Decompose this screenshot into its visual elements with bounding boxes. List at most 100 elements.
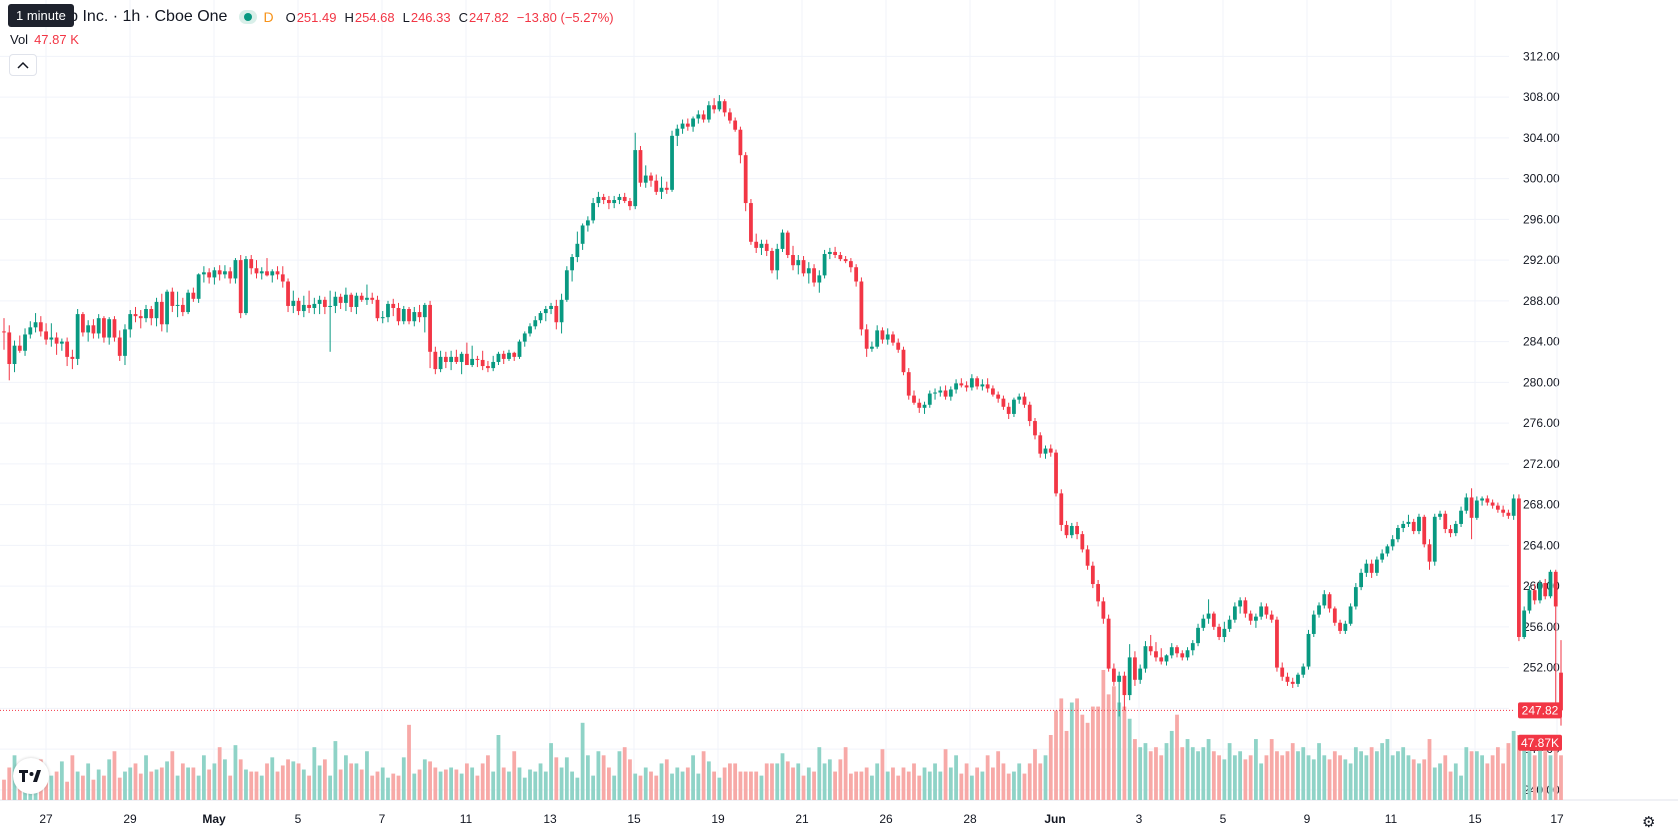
volume-bar (543, 771, 548, 800)
volume-bar (517, 767, 522, 800)
tradingview-logo[interactable] (13, 758, 49, 794)
candle-body (864, 329, 869, 349)
candle-body (691, 118, 695, 127)
volume-bar (875, 763, 880, 800)
volume-bar (1122, 706, 1127, 800)
volume-bar (1285, 751, 1290, 800)
volume-bar (1090, 706, 1095, 800)
candle-body (880, 330, 885, 340)
candle-body (7, 332, 12, 365)
volume-bar (1033, 749, 1037, 800)
x-tick-label: 11 (460, 812, 473, 826)
volume-bar (486, 755, 490, 800)
candle-body (591, 203, 596, 221)
collapse-legend-button[interactable] (9, 54, 37, 76)
candle-body (1432, 516, 1437, 562)
candle-body (1096, 584, 1101, 602)
volume-bar (1054, 710, 1058, 800)
volume-bar (91, 779, 96, 800)
candle-body (1127, 657, 1132, 696)
candle-body (1201, 618, 1206, 628)
candle-body (212, 270, 217, 278)
candle-body (44, 331, 48, 340)
volume-bar (827, 759, 832, 800)
settings-gear-icon[interactable]: ⚙ (1642, 814, 1656, 831)
volume-bar (1553, 743, 1558, 800)
candle-body (1033, 421, 1037, 436)
volume-bar (922, 767, 927, 800)
candle-body (1485, 498, 1490, 503)
volume-bar (580, 722, 585, 800)
x-tick-label: 17 (1550, 812, 1564, 826)
candle-body (1111, 668, 1116, 682)
candle-body (1322, 594, 1327, 606)
volume-bar (365, 751, 369, 800)
market-status-icon[interactable] (239, 10, 258, 24)
ohlc-open: O251.49 (285, 9, 337, 25)
candle-body (843, 259, 848, 262)
candle-body (317, 299, 322, 304)
candle-body (743, 155, 748, 204)
volume-bar (254, 771, 259, 800)
volume-bar (1043, 755, 1048, 800)
volume-bar (1348, 763, 1353, 800)
candle-body (607, 200, 611, 204)
volume-bar (675, 767, 680, 800)
volume-bar (1080, 714, 1085, 800)
candle-body (728, 112, 732, 121)
volume-bar (1396, 751, 1400, 800)
volume-bar (1280, 755, 1285, 800)
x-tick-label: 7 (379, 812, 386, 826)
volume-bar (317, 765, 322, 800)
candle-body (522, 333, 527, 342)
volume-bar (333, 741, 338, 800)
candle-body (1232, 606, 1237, 620)
x-tick-label: 19 (711, 812, 725, 826)
volume-bar (417, 769, 422, 800)
volume-bar (265, 763, 269, 800)
candle-body (433, 351, 438, 370)
candle-body (1427, 544, 1432, 562)
volume-bar (559, 767, 564, 800)
volume-bar (1438, 763, 1442, 800)
candle-body (1348, 606, 1353, 624)
volume-bar (165, 761, 169, 800)
volume-bar (1275, 751, 1279, 800)
candle-body (1185, 650, 1190, 658)
candle-body (1248, 613, 1253, 621)
candle-body (70, 356, 75, 359)
candle-body (780, 232, 785, 249)
candle-body (964, 385, 969, 388)
volume-bar (1069, 702, 1074, 800)
candle-body (969, 378, 974, 388)
volume-bar (1101, 670, 1106, 800)
candle-body (696, 114, 701, 119)
candle-body (1154, 651, 1158, 658)
volume-bar (749, 771, 753, 800)
volume-bar (475, 775, 480, 800)
volume-bar (948, 767, 953, 800)
candle-body (354, 295, 359, 307)
volume-bar (144, 755, 148, 800)
candle-body (822, 253, 827, 276)
candle-body (1448, 529, 1453, 534)
volume-bar (396, 775, 401, 800)
x-tick-label: 13 (543, 812, 557, 826)
candle-body (1553, 571, 1558, 607)
candle-body (580, 225, 585, 244)
candle-body (1080, 534, 1085, 550)
candle-body (412, 312, 417, 322)
volume-bar (848, 773, 853, 800)
candle-body (738, 129, 743, 156)
volume-bar (112, 751, 117, 800)
data-flag[interactable]: D (263, 9, 274, 25)
candle-body (801, 260, 806, 274)
volume-bar (154, 769, 159, 800)
volume-bar (538, 763, 543, 800)
candle-body (312, 303, 317, 308)
candle-body (1380, 553, 1385, 560)
symbol-title[interactable]: roup Inc. · 1h · Cboe One (46, 8, 228, 25)
volume-bar (180, 763, 185, 800)
candle-body (1538, 583, 1542, 601)
